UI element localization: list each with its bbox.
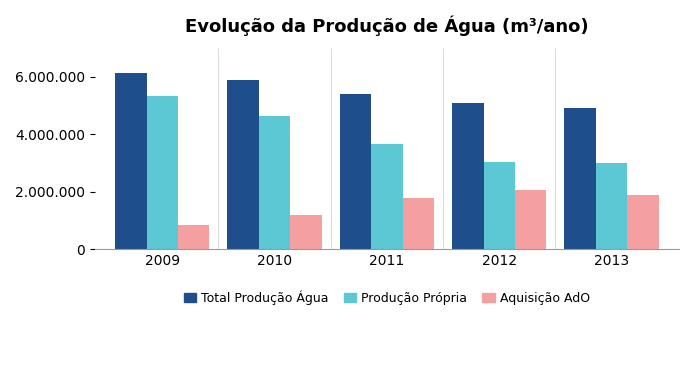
Bar <box>228 80 259 249</box>
Bar <box>452 103 484 249</box>
Bar <box>259 116 290 249</box>
Bar <box>371 144 403 249</box>
Bar <box>115 73 146 249</box>
Bar <box>627 195 659 249</box>
Legend: Total Produção Água, Produção Própria, Aquisição AdO: Total Produção Água, Produção Própria, A… <box>179 286 595 310</box>
Bar <box>515 190 546 249</box>
Bar <box>178 225 210 249</box>
Bar <box>340 94 371 249</box>
Title: Evolução da Produção de Água (m³/ano): Evolução da Produção de Água (m³/ano) <box>185 15 589 35</box>
Bar <box>596 163 627 249</box>
Bar <box>290 215 322 249</box>
Bar <box>564 109 596 249</box>
Bar <box>403 197 434 249</box>
Bar <box>146 96 178 249</box>
Bar <box>484 162 515 249</box>
